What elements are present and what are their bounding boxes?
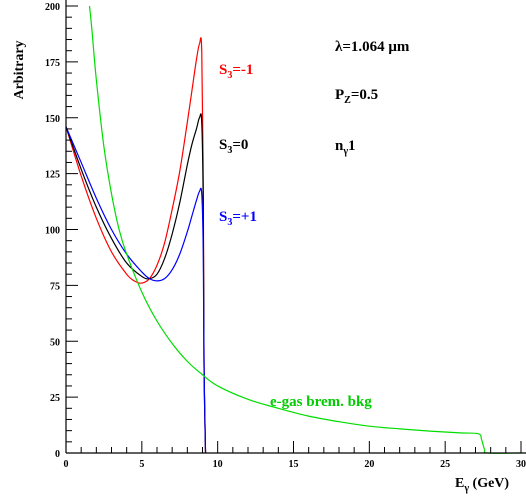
y-tick-label: 0 [55,449,60,460]
series-label-s3-minus1-sub: 3 [227,70,232,81]
axes [65,0,526,454]
x-tick-label: 15 [289,459,299,470]
x-axis-title-main: E [455,476,464,491]
x-tick-label: 5 [139,459,144,470]
series-line-1 [65,113,207,454]
series-label-bkg: e-gas brem. bkg [270,394,372,410]
x-tick-label: 30 [516,459,526,470]
series-label-s3-plus1-rest: =+1 [232,209,257,225]
x-tick-label: 10 [213,459,223,470]
series-line-2 [65,126,207,454]
series-label-s3-0: S3=0 [219,137,248,156]
polarization-label-sub: Z [344,95,351,106]
y-tick-label: 150 [45,114,60,125]
photon-label-main: n [335,138,344,154]
series-label-s3-0-sub: 3 [227,145,232,156]
photon-label: nγ1 [335,138,356,157]
x-axis-title: Eγ (GeV) [455,476,509,494]
wavelength-label: λ=1.064 μm [335,39,410,55]
series-label-s3-minus1-main: S [219,62,227,78]
photon-label-rest: 1 [348,138,356,154]
y-axis-title: Arbitrary [12,40,27,99]
y-tick-label: 175 [45,58,60,69]
x-tick-label: 0 [64,459,69,470]
x-tick-label: 20 [364,459,374,470]
x-axis-title-sub: γ [463,483,469,494]
polarization-label: PZ=0.5 [335,87,378,106]
polarization-label-rest: =0.5 [351,87,378,103]
series-label-s3-plus1: S3=+1 [219,209,257,228]
y-tick-label: 200 [45,2,60,13]
series-label-s3-0-main: S [219,137,227,153]
y-tick-label: 50 [50,337,60,348]
y-tick-label: 100 [45,226,60,237]
series-line-0 [65,37,207,454]
y-tick-label: 125 [45,170,60,181]
y-tick-label: 25 [50,393,60,404]
photon-label-sub: γ [342,146,348,157]
x-tick-label: 25 [440,459,450,470]
series-label-s3-minus1-rest: =-1 [232,62,253,78]
series-label-s3-plus1-sub: 3 [227,217,232,228]
x-axis-title-unit: (GeV) [469,476,509,491]
series-label-s3-plus1-main: S [219,209,227,225]
series-label-s3-minus1: S3=-1 [219,62,253,81]
series-curves [65,5,522,454]
polarization-label-main: P [335,87,344,103]
ticks: 0 5 10 15 20 25 30 0 25 50 75 100 125 150 175 200 [45,2,526,470]
series-line-3 [88,5,522,454]
series-label-s3-0-rest: =0 [232,137,248,153]
y-tick-label: 75 [50,281,60,292]
